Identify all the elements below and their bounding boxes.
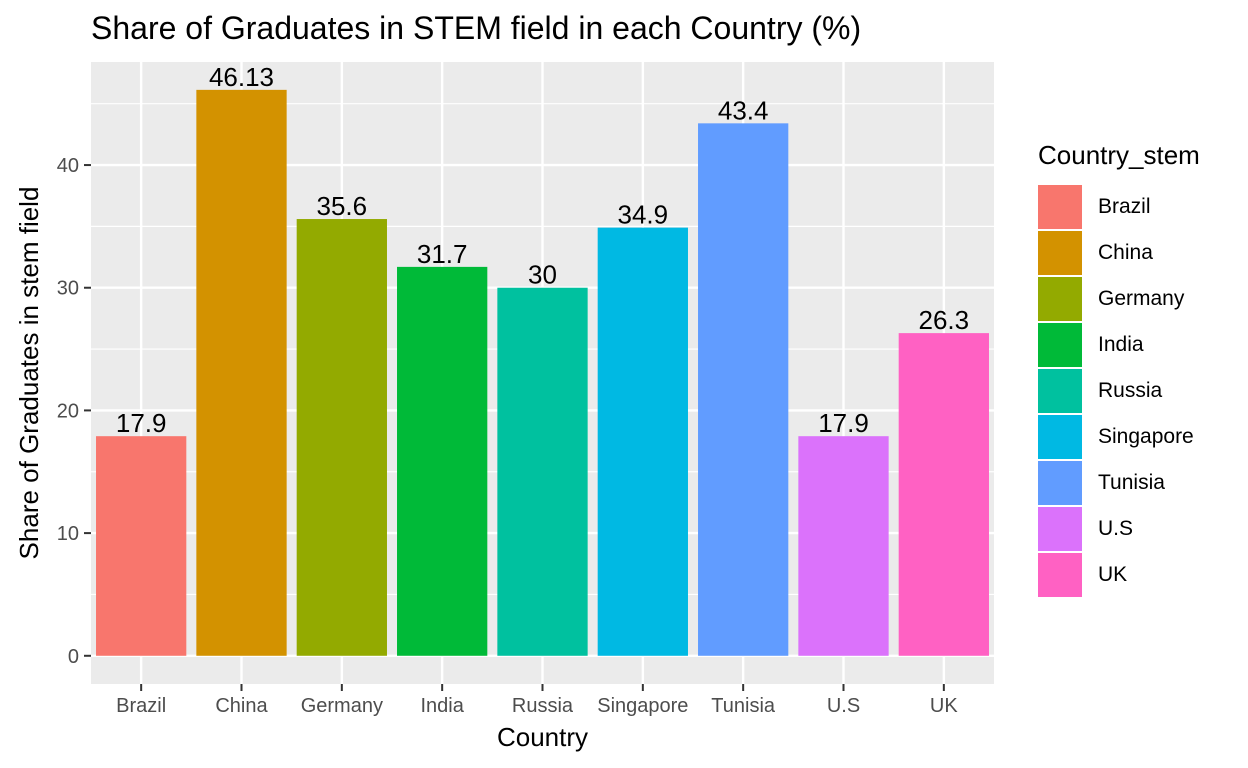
bar [296,219,387,656]
x-tick-label: India [420,695,464,717]
bar [698,123,789,656]
legend-item: China [1038,230,1200,276]
legend-key [1038,185,1082,229]
x-tick-label: Russia [512,695,574,717]
legend-item: UK [1038,552,1200,598]
data-label: 26.3 [919,305,970,335]
legend-label: China [1098,241,1153,264]
x-tick-label: U.S [827,695,860,717]
x-tick-label: China [215,695,268,717]
legend-key [1038,553,1082,597]
y-tick-label: 40 [57,155,79,177]
data-label: 31.7 [417,239,468,269]
chart-title: Share of Graduates in STEM field in each… [91,10,862,46]
data-label: 30 [528,260,557,290]
legend-label: Russia [1098,379,1163,402]
data-label: 46.13 [209,62,274,92]
y-tick-label: 20 [57,400,79,422]
bar [397,266,488,656]
y-axis-title: Share of Graduates in stem field [14,187,44,560]
bar [597,227,688,656]
legend-label: Tunisia [1098,471,1165,494]
legend-key [1038,323,1082,367]
y-tick-label: 10 [57,523,79,545]
legend-item: Germany [1038,276,1200,322]
x-tick-label: Singapore [597,695,688,717]
data-label: 17.9 [116,408,167,438]
legend-key [1038,369,1082,413]
x-axis-title: Country [497,722,588,752]
legend: Country_stem Brazil China Germany India Russ… [1038,140,1200,598]
legend-item: Tunisia [1038,460,1200,506]
legend-items: Brazil China Germany India Russia Singapore Tu… [1038,184,1200,598]
legend-item: Singapore [1038,414,1200,460]
legend-item: Russia [1038,368,1200,414]
legend-label: India [1098,333,1144,356]
y-tick-label: 30 [57,278,79,300]
legend-label: Brazil [1098,195,1151,218]
data-label: 34.9 [618,200,669,230]
legend-item: Brazil [1038,184,1200,230]
legend-item: U.S [1038,506,1200,552]
data-label: 35.6 [317,191,368,221]
y-tick-label: 0 [68,646,79,668]
x-tick-label: Tunisia [711,695,776,717]
data-label: 43.4 [718,95,769,125]
bar [497,287,588,656]
legend-title: Country_stem [1038,140,1200,170]
legend-key [1038,277,1082,321]
legend-label: UK [1098,563,1128,586]
legend-label: Germany [1098,287,1185,310]
legend-key [1038,415,1082,459]
legend-label: Singapore [1098,425,1194,448]
bar [898,333,989,656]
legend-key [1038,461,1082,505]
data-label: 17.9 [818,408,869,438]
legend-key [1038,231,1082,275]
x-tick-label: UK [930,695,958,717]
legend-item: India [1038,322,1200,368]
bar [798,436,889,656]
legend-key [1038,507,1082,551]
x-tick-label: Brazil [116,695,166,717]
legend-label: U.S [1098,517,1134,540]
bar [96,436,187,656]
x-tick-label: Germany [301,695,383,717]
bar [196,89,287,656]
